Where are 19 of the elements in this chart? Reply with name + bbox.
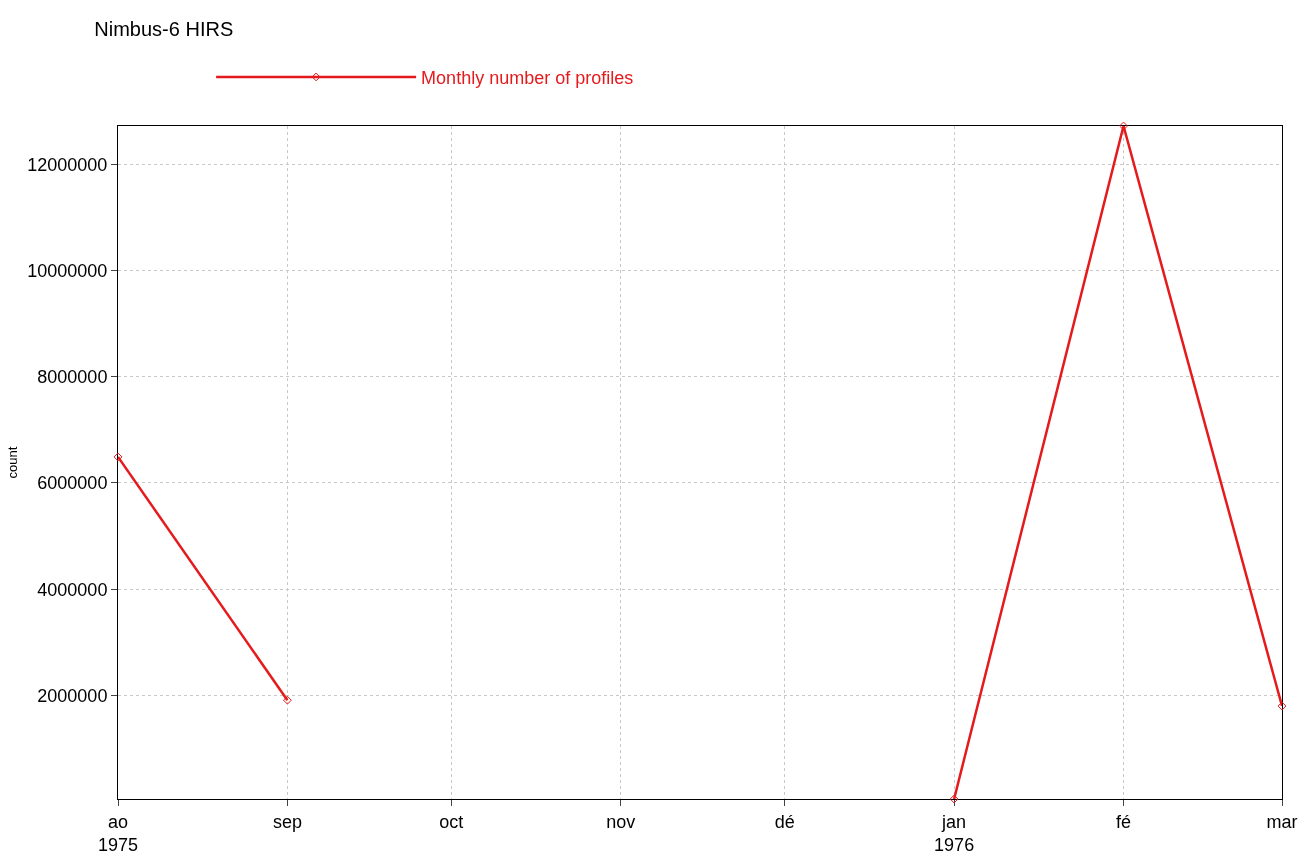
x-tick-label: ao 1975 — [97, 811, 139, 855]
y-tick-label: 2000000 — [37, 685, 108, 706]
y-tick-label: 4000000 — [37, 579, 108, 600]
x-tick-label: mar — [1266, 811, 1298, 832]
chart-title: Nimbus-6 HIRS — [94, 17, 234, 40]
x-tick-label: nov — [606, 811, 636, 832]
point — [1277, 701, 1287, 711]
x-tick-label: fé — [1116, 811, 1132, 832]
x-tick-label: oct — [439, 811, 464, 832]
y-tick-label: 6000000 — [37, 473, 108, 494]
y-tick-label: 8000000 — [37, 367, 108, 388]
point — [949, 794, 959, 804]
y-tick-label: 12000000 — [27, 154, 108, 175]
y-axis-title: count — [5, 446, 21, 479]
x-tick-label: dé — [774, 811, 795, 832]
y-tick-label: 10000000 — [27, 260, 108, 281]
x-tick-label: sep — [272, 811, 302, 832]
x-tick-label: jan 1976 — [934, 811, 975, 855]
text: Monthly number of profiles — [421, 67, 634, 88]
